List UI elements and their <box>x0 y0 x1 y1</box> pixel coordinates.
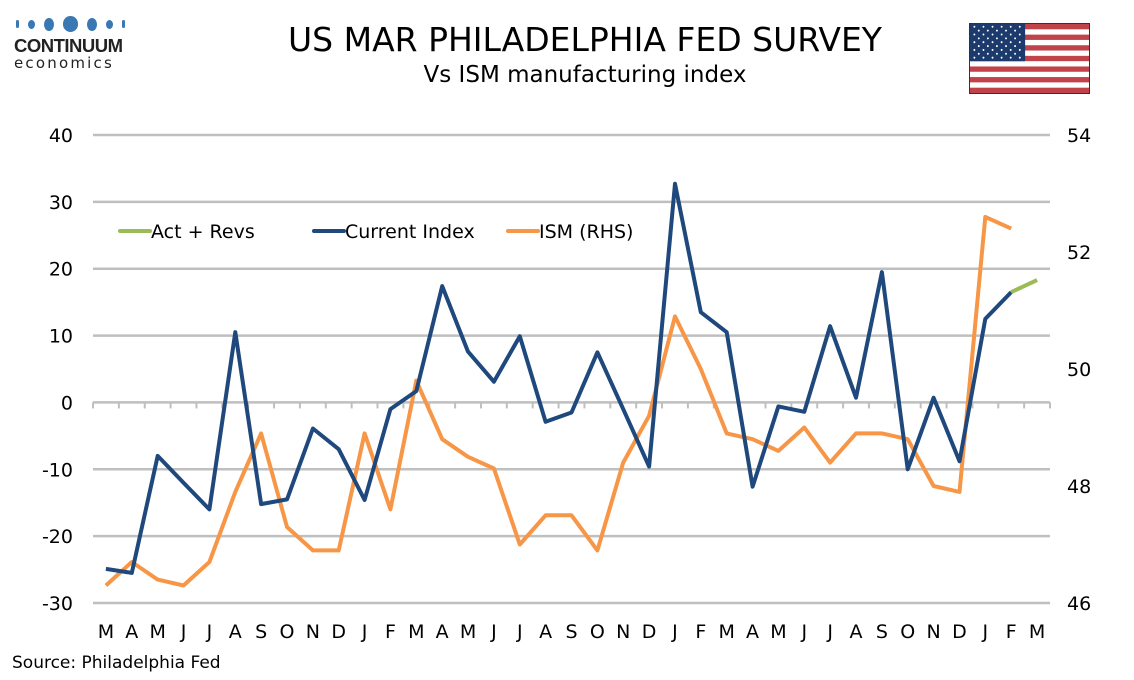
y-left-tick-label: 0 <box>61 392 73 414</box>
source-note: Source: Philadelphia Fed <box>12 653 221 673</box>
y-right-tick-label: 50 <box>1067 359 1091 381</box>
x-tick-label: A <box>436 621 449 643</box>
chart-title: US MAR PHILADELPHIA FED SURVEY <box>288 20 882 59</box>
gridlines <box>93 133 1050 605</box>
y-left-tick-label: 20 <box>49 259 73 281</box>
x-tick-label: J <box>180 621 187 643</box>
y-axis-left: -30 -20 -10 0 10 20 30 40 <box>42 125 73 615</box>
x-tick-label: D <box>331 621 346 643</box>
legend-label: Current Index <box>345 221 475 243</box>
x-tick-label: O <box>590 621 605 643</box>
x-tick-label: D <box>642 621 657 643</box>
legend-label: ISM (RHS) <box>539 221 633 243</box>
y-left-tick-label: 30 <box>49 192 73 214</box>
x-tick-label: M <box>460 621 476 643</box>
chart-subtitle: Vs ISM manufacturing index <box>423 62 747 88</box>
x-tick-label: J <box>982 621 989 643</box>
x-tick-label: M <box>98 621 114 643</box>
series-line-current-index <box>105 181 1013 575</box>
logo-wordmark: CONTINUUM <box>14 35 123 56</box>
y-left-tick-label: 40 <box>49 125 73 147</box>
x-tick-label: F <box>1006 621 1017 643</box>
series <box>104 181 1038 588</box>
y-right-tick-label: 52 <box>1067 242 1091 264</box>
x-tick-label: M <box>1029 621 1045 643</box>
legend: Act + Revs Current Index ISM (RHS) <box>118 221 633 243</box>
x-tick-label: N <box>306 621 320 643</box>
y-right-tick-label: 48 <box>1067 476 1091 498</box>
x-tick-label: J <box>206 621 213 643</box>
x-tick-label: O <box>280 621 295 643</box>
y-left-tick-label: -20 <box>42 526 73 548</box>
x-tick-label: J <box>516 621 523 643</box>
logo-subword: economics <box>14 54 114 72</box>
x-tick-label: A <box>539 621 552 643</box>
y-right-tick-label: 54 <box>1067 125 1091 147</box>
series-line-ism-rhs <box>104 214 1013 588</box>
x-tick-label: N <box>616 621 630 643</box>
x-tick-label: A <box>850 621 863 643</box>
x-tick-label: D <box>952 621 967 643</box>
x-tick-label: A <box>229 621 242 643</box>
x-tick-label: A <box>746 621 759 643</box>
x-tick-label: M <box>770 621 786 643</box>
x-tick-label: J <box>671 621 678 643</box>
x-tick-label: M <box>149 621 165 643</box>
continuum-economics-logo: CONTINUUM economics <box>14 14 134 71</box>
y-left-tick-label: -30 <box>42 593 73 615</box>
dots-logo-icon <box>16 14 134 34</box>
x-tick-label: M <box>408 621 424 643</box>
x-tick-label: J <box>361 621 368 643</box>
x-tick-label: M <box>718 621 734 643</box>
x-tick-label: S <box>876 621 888 643</box>
series-line-act-revs <box>1010 278 1038 294</box>
x-tick-label: J <box>490 621 497 643</box>
x-tick-label: J <box>800 621 807 643</box>
x-tick-label: F <box>695 621 706 643</box>
us-flag-icon <box>969 23 1090 94</box>
x-tick-label: N <box>926 621 940 643</box>
y-right-tick-label: 46 <box>1067 593 1091 615</box>
x-tick-label: S <box>255 621 267 643</box>
y-left-tick-label: 10 <box>49 326 73 348</box>
x-tick-label: A <box>125 621 138 643</box>
y-left-tick-label: -10 <box>42 459 73 481</box>
legend-label: Act + Revs <box>151 221 255 243</box>
y-axis-right: 46 48 50 52 54 <box>1067 125 1091 615</box>
x-tick-label: O <box>900 621 915 643</box>
x-tick-label: S <box>565 621 577 643</box>
x-tick-label: J <box>826 621 833 643</box>
x-tick-label: F <box>385 621 396 643</box>
